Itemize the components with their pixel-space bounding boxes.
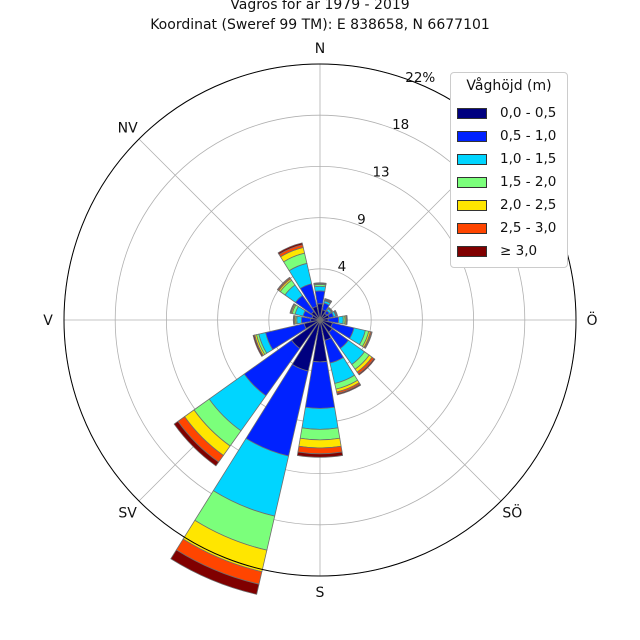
compass-label: S [316, 585, 325, 601]
legend-label: 2,5 - 3,0 [500, 220, 557, 236]
compass-label: V [43, 313, 53, 329]
rose-bar-segment [296, 451, 344, 458]
legend-item: 2,0 - 2,5 [457, 197, 556, 213]
radial-tick-label: 18 [392, 117, 409, 133]
legend-item: ≥ 3,0 [457, 243, 537, 259]
compass-label: Ö [586, 311, 597, 329]
radial-tick-label: 22% [405, 70, 435, 86]
rose-bar-segment [301, 406, 339, 430]
legend-swatch [457, 107, 487, 119]
rose-bar-segment [358, 358, 376, 376]
legend-swatch [457, 199, 487, 211]
compass-label: SV [118, 505, 137, 521]
radial-tick-label: 13 [372, 165, 389, 181]
legend-label: 1,0 - 1,5 [500, 151, 557, 167]
rose-bar-segment [345, 315, 348, 325]
rose-bar-segment [299, 427, 341, 441]
legend-title: Våghöjd (m) [466, 78, 552, 94]
rose-bar-segment [173, 420, 220, 467]
legend-item: 1,5 - 2,0 [457, 174, 556, 190]
legend-swatch [457, 153, 487, 165]
legend-swatch [457, 130, 487, 142]
rose-bar-segment [314, 285, 326, 292]
legend-swatch [457, 245, 487, 257]
legend: Våghöjd (m) 0,0 - 0,5 0,5 - 1,0 1,0 - 1,… [450, 72, 568, 268]
legend-item: 2,5 - 3,0 [457, 220, 556, 236]
chart-title: Vågros för år 1979 - 2019 [230, 0, 410, 13]
legend-label: 2,0 - 2,5 [500, 197, 557, 213]
legend-item: 0,5 - 1,0 [457, 128, 556, 144]
compass-label: NV [118, 121, 138, 137]
legend-label: ≥ 3,0 [500, 243, 538, 259]
rose-bar-segment [298, 437, 342, 449]
compass-label: SÖ [502, 503, 522, 521]
rose-bar-segment [328, 307, 333, 312]
legend-label: 0,0 - 0,5 [500, 105, 557, 121]
rose-bar-segment [277, 242, 303, 255]
rose-bar-segment [336, 383, 362, 396]
radial-tick-label: 9 [357, 212, 366, 228]
rose-bar-segment [252, 334, 264, 357]
polar-frame [63, 63, 577, 577]
compass-label: N [315, 41, 325, 57]
chart-subtitle: Koordinat (Sweref 99 TM): E 838658, N 66… [150, 17, 490, 33]
rose-bar-segment [314, 290, 326, 305]
rose-bar-segment [337, 315, 344, 325]
legend-swatch [457, 222, 487, 234]
rose-bar-segment [324, 298, 333, 303]
rose-bar-segment [170, 549, 260, 595]
legend-label: 1,5 - 2,0 [500, 174, 557, 190]
rose-bar-segment [334, 310, 338, 317]
legend-swatch [457, 176, 487, 188]
rose-bar-segment [313, 282, 327, 285]
rose-bar-segment [364, 331, 373, 349]
rose-bar-segment [276, 276, 291, 291]
legend-label: 0,5 - 1,0 [500, 128, 557, 144]
legend-item: 1,0 - 1,5 [457, 151, 556, 167]
rose-bar-segment [289, 303, 295, 314]
rose-bar-segment [305, 360, 335, 409]
rose-bar-segment [292, 315, 295, 325]
rose-bar-segment [296, 315, 303, 325]
legend-item: 0,0 - 0,5 [457, 105, 556, 121]
radial-tick-label: 4 [338, 259, 347, 275]
